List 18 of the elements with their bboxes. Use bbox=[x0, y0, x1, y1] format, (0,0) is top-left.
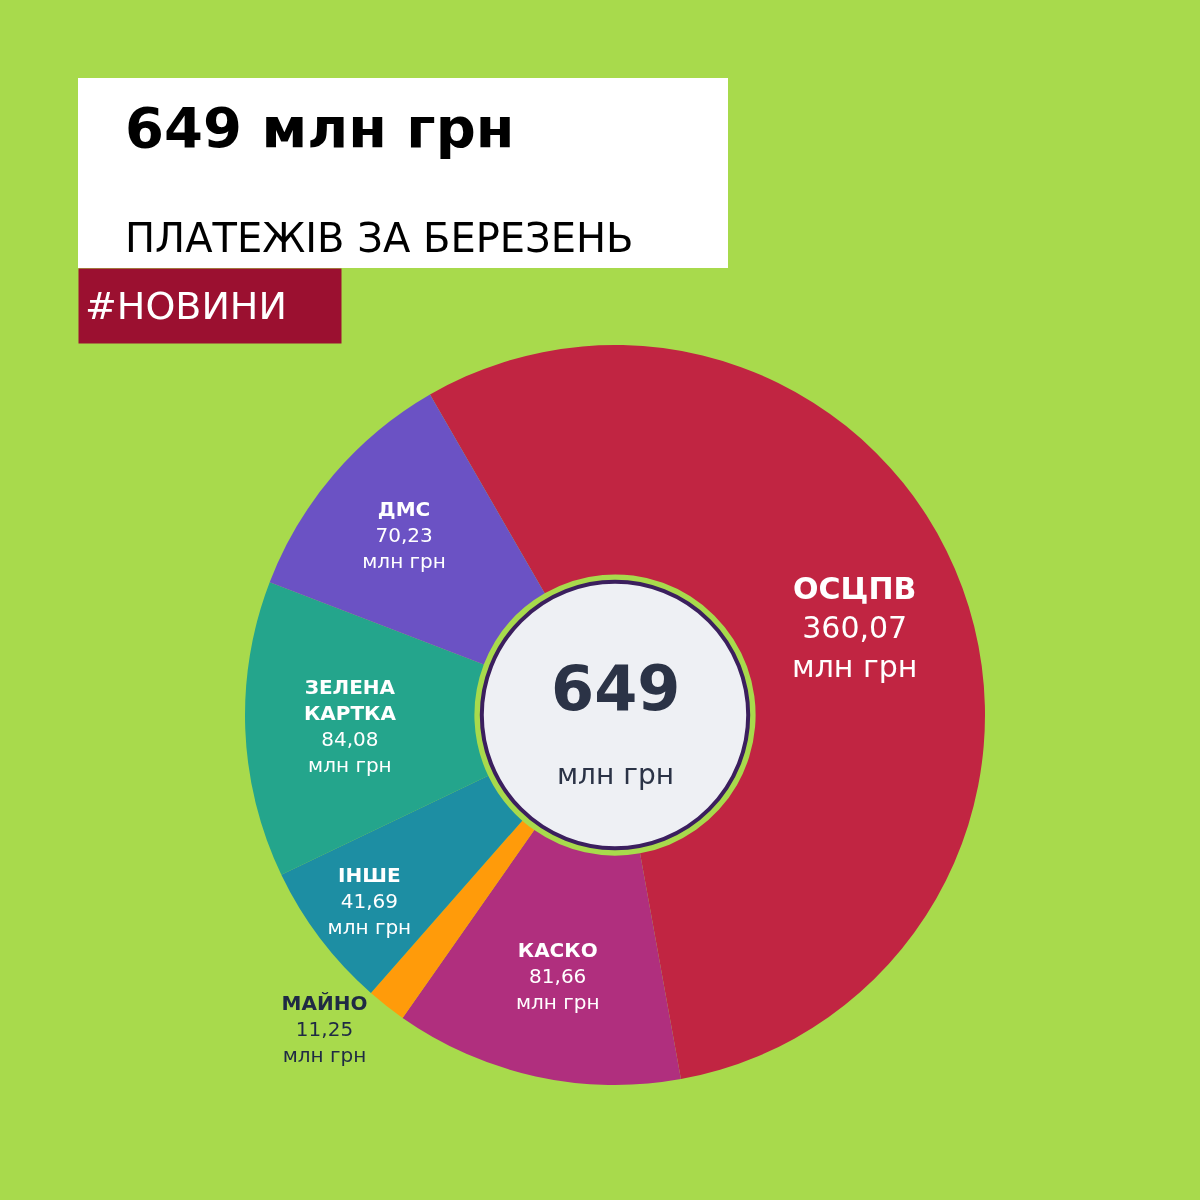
slice-label: КАСКО bbox=[517, 937, 598, 962]
slice-label: ЗЕЛЕНА КАРТКА bbox=[303, 674, 397, 725]
slice-label: МАЙНО bbox=[281, 991, 368, 1016]
data-label: 81,66 млн грн bbox=[515, 963, 600, 1014]
text: млн грн bbox=[557, 758, 675, 791]
data-label: 360,07 млн грн bbox=[792, 609, 918, 684]
chart-subtitle: ПЛАТЕЖІВ ЗА БЕРЕЗЕНЬ bbox=[125, 215, 634, 262]
text: 649 bbox=[551, 652, 681, 725]
donut-slice bbox=[269, 394, 545, 665]
slice-label: ОСЦПВ bbox=[793, 570, 917, 606]
chart-title: 649 млн грн bbox=[125, 95, 515, 161]
data-label: 70,23 млн грн bbox=[362, 522, 446, 573]
data-label: 84,08 млн грн bbox=[308, 726, 392, 777]
data-label: 11,25 млн грн bbox=[282, 1017, 367, 1068]
text: #НОВИНИ bbox=[85, 284, 287, 328]
slice-label: ІНШЕ bbox=[338, 863, 401, 888]
slice-label: ДМС bbox=[377, 496, 431, 521]
data-label: 41,69 млн грн bbox=[327, 889, 412, 940]
